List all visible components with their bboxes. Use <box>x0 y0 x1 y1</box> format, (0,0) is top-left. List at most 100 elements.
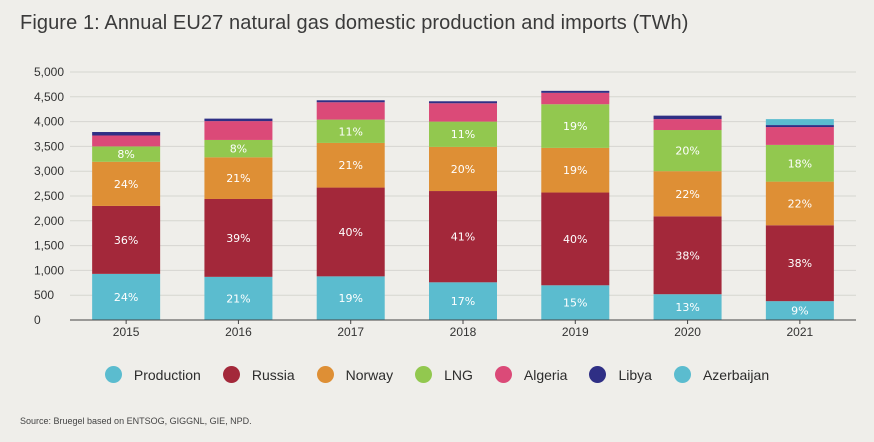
legend: Production Russia Norway LNG Algeria Libya Aze… <box>0 366 874 383</box>
legend-item-lng: LNG <box>415 366 473 383</box>
bar-segment-norway <box>92 161 161 206</box>
bar-segment-production <box>316 276 385 320</box>
bar-segment-algeria <box>765 127 834 145</box>
legend-swatch-icon <box>316 366 334 383</box>
data-label: 9% <box>791 305 808 318</box>
y-tick-label: 1,500 <box>34 239 64 253</box>
x-tick-label: 2015 <box>113 325 140 339</box>
x-tick-label: 2021 <box>787 325 814 339</box>
bar-segment-production <box>204 276 273 320</box>
y-tick-label: 500 <box>34 288 54 302</box>
bar-segment-russia <box>765 225 834 302</box>
data-label: 41% <box>451 231 475 244</box>
bar-segment-production <box>653 294 722 320</box>
bar-segment-production <box>429 282 497 320</box>
legend-label: LNG <box>444 366 473 383</box>
bar-segment-libya <box>765 125 834 128</box>
y-tick-label: 0 <box>34 313 41 327</box>
bar-segment-libya <box>316 100 385 103</box>
bar-segment-lng <box>204 139 273 158</box>
bar-segment-libya <box>92 132 161 136</box>
bar-segment-production <box>765 301 834 320</box>
legend-swatch-icon <box>415 366 433 383</box>
bar-segment-lng <box>653 130 722 172</box>
bar-segment-lng <box>765 144 834 182</box>
data-label: 21% <box>226 172 250 185</box>
legend-item-libya: Libya <box>589 366 652 383</box>
data-label: 21% <box>338 159 362 172</box>
legend-swatch-icon <box>494 366 512 383</box>
x-tick-label: 2020 <box>674 325 701 339</box>
data-label: 19% <box>338 292 362 305</box>
bar-segment-lng <box>429 121 497 147</box>
bar-segment-libya <box>541 90 610 93</box>
bar-segment-production <box>541 285 610 320</box>
bar-segment-russia <box>541 192 610 286</box>
legend-item-algeria: Algeria <box>494 366 568 383</box>
data-label: 17% <box>451 295 475 308</box>
x-tick-label: 2019 <box>562 325 589 339</box>
data-label: 38% <box>788 257 812 270</box>
data-label: 19% <box>563 120 587 133</box>
legend-swatch-icon <box>104 366 122 383</box>
y-tick-label: 4,500 <box>34 90 64 104</box>
bar-segment-russia <box>429 191 497 283</box>
legend-swatch-icon <box>673 366 691 383</box>
data-label: 24% <box>114 178 138 191</box>
data-label: 11% <box>451 128 475 141</box>
legend-label: Russia <box>251 366 295 383</box>
legend-swatch-icon <box>222 366 240 383</box>
data-label: 22% <box>675 188 699 201</box>
source-note: Source: Bruegel based on ENTSOG, GIGGNL,… <box>20 416 252 426</box>
bar-segment-algeria <box>316 102 385 120</box>
data-label: 36% <box>114 234 138 247</box>
bar-segment-norway <box>541 147 610 193</box>
bar-segment-norway <box>204 157 273 199</box>
bar-segment-algeria <box>204 121 273 140</box>
bar-segment-russia <box>204 198 273 277</box>
legend-swatch-icon <box>589 366 607 383</box>
data-label: 40% <box>563 233 587 246</box>
bar-segment-russia <box>92 205 161 274</box>
y-tick-label: 3,000 <box>34 164 64 178</box>
bar-segment-libya <box>653 115 722 120</box>
y-tick-label: 3,500 <box>34 139 64 153</box>
legend-item-azerbaijan: Azerbaijan <box>673 366 770 383</box>
bar-segment-algeria <box>92 135 161 147</box>
bar-segment-azerbaijan <box>765 119 834 126</box>
data-label: 15% <box>563 297 587 310</box>
y-tick-label: 2,000 <box>34 214 64 228</box>
data-label: 8% <box>230 143 247 156</box>
data-label: 22% <box>788 197 812 210</box>
bar-segment-norway <box>653 171 722 217</box>
bar-segment-russia <box>316 187 385 277</box>
y-tick-label: 5,000 <box>34 65 64 79</box>
legend-label: Production <box>133 366 201 383</box>
data-label: 13% <box>675 301 699 314</box>
data-label: 18% <box>788 157 812 170</box>
legend-item-russia: Russia <box>222 366 295 383</box>
data-label: 20% <box>451 163 475 176</box>
bar-segment-algeria <box>541 92 610 105</box>
bar-segment-lng <box>316 119 385 143</box>
legend-label: Norway <box>345 366 394 383</box>
bar-segment-lng <box>92 146 161 162</box>
bar-segment-algeria <box>429 103 497 122</box>
bar-segment-production <box>92 273 161 320</box>
x-tick-label: 2018 <box>450 325 477 339</box>
stacked-bar-chart: 0 500 1,000 1,500 2,000 2,500 3,000 3,500 4,000 4… <box>34 65 856 339</box>
bar-segment-russia <box>653 216 722 295</box>
data-label: 24% <box>114 291 138 304</box>
bar-segment-algeria <box>653 119 722 131</box>
y-tick-label: 1,000 <box>34 263 64 277</box>
x-tick-label: 2016 <box>225 325 252 339</box>
legend-label: Azerbaijan <box>702 366 770 383</box>
legend-label: Libya <box>618 366 652 383</box>
legend-item-production: Production <box>104 366 201 383</box>
data-label: 11% <box>338 125 362 138</box>
legend-label: Algeria <box>523 366 568 383</box>
data-label: 20% <box>675 145 699 158</box>
data-label: 8% <box>117 148 134 161</box>
bar-segment-norway <box>429 146 497 192</box>
x-tick-label: 2017 <box>337 325 364 339</box>
